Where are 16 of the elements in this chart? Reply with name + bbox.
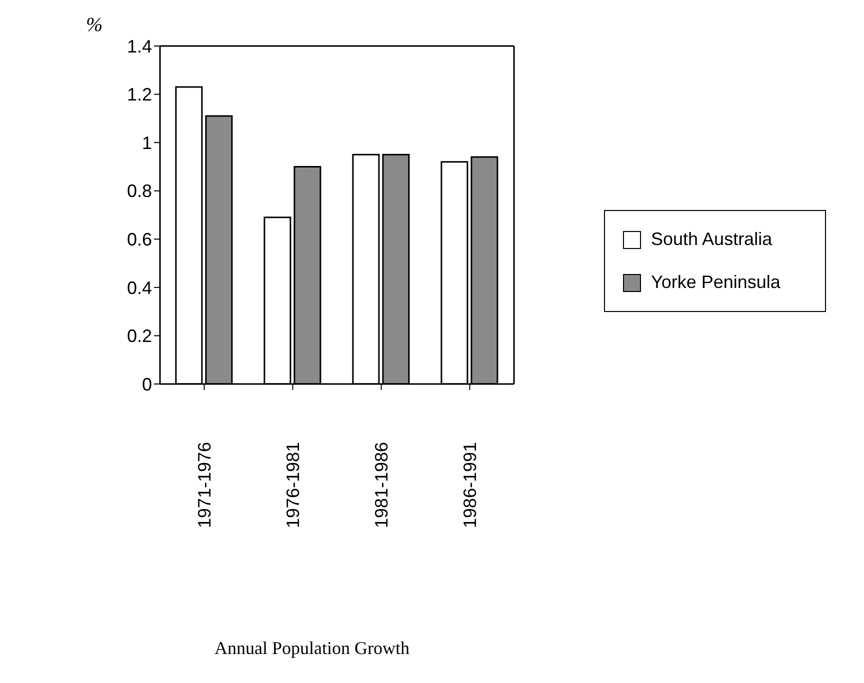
- x-tick-label: 1976-1981: [282, 442, 303, 528]
- y-tick-label: 0: [142, 374, 152, 394]
- y-tick-label: 0.6: [126, 230, 152, 250]
- x-tick-label: 1981-1986: [371, 442, 392, 528]
- y-tick-label: 1: [142, 132, 152, 153]
- y-axis-title: %: [86, 14, 103, 37]
- y-tick-label: 1.4: [126, 36, 152, 56]
- y-tick-label: 0.4: [126, 278, 152, 298]
- text: Annual Population Growth: [214, 638, 410, 659]
- x-tick-label: 1971-1976: [194, 442, 214, 528]
- x-tick-label: 1986-1991: [460, 442, 480, 528]
- legend-label: Yorke Peninsula: [651, 272, 780, 293]
- y-tick-label: 1.2: [126, 84, 152, 105]
- y-tick-label: 0.8: [126, 181, 152, 202]
- y-tick-label: 0.2: [126, 326, 152, 346]
- legend-label: South Australia: [651, 229, 772, 250]
